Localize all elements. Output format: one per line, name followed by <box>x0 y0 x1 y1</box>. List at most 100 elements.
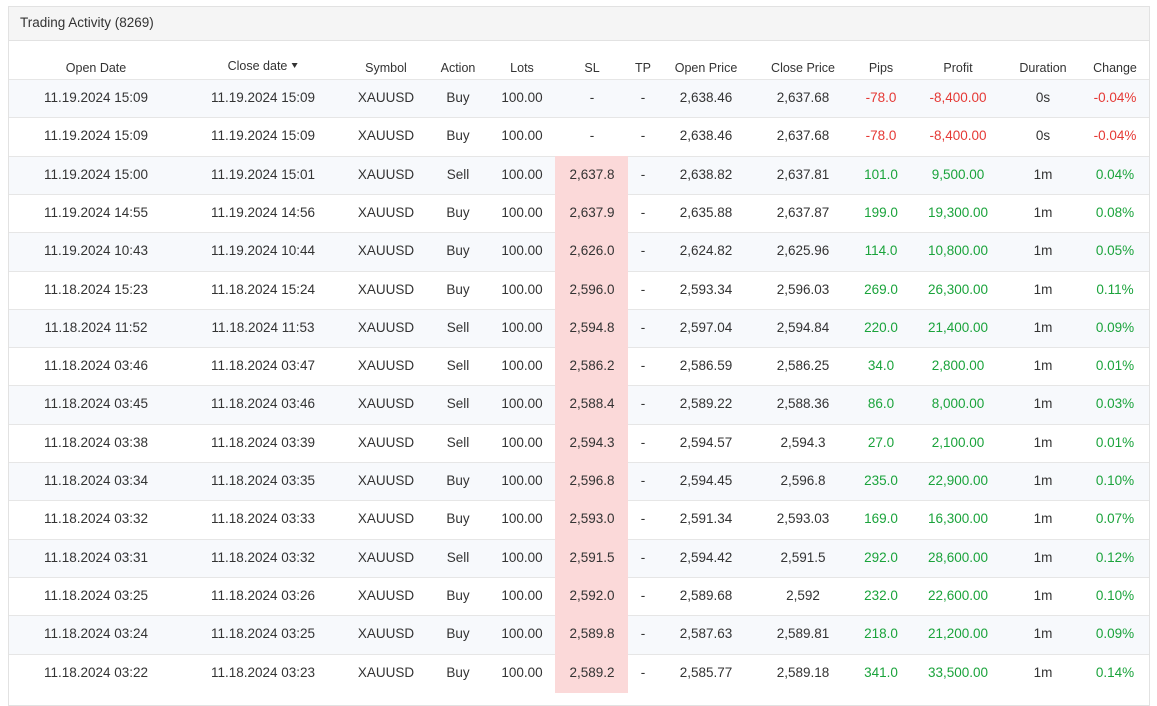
table-cell: 2,593.0 <box>569 511 615 527</box>
sl-highlight <box>555 653 628 693</box>
trading-activity-panel: Trading Activity (8269) Open Date Close d… <box>8 6 1150 706</box>
table-cell: 11.18.2024 03:33 <box>210 511 316 527</box>
table-cell: - <box>640 511 646 527</box>
table-cell: XAUUSD <box>357 473 415 488</box>
table-cell: 11.18.2024 03:38 <box>43 434 149 450</box>
table-row <box>9 79 1149 119</box>
table-cell: 0.01% <box>1095 434 1135 450</box>
table-cell: 0.04% <box>1095 166 1135 182</box>
table-cell: 1m <box>1033 281 1053 297</box>
table-cell: 100.00 <box>501 549 543 565</box>
table-cell: 86.0 <box>867 396 895 412</box>
column-header[interactable]: TP <box>635 61 651 75</box>
table-cell: 11.18.2024 03:47 <box>210 358 316 374</box>
table-cell: 100.00 <box>501 204 543 220</box>
column-header[interactable]: Close date <box>228 59 299 73</box>
table-cell: 2,589.81 <box>776 626 830 642</box>
column-header[interactable]: SL <box>584 61 600 75</box>
table-cell: 11.19.2024 14:55 <box>43 204 149 220</box>
table-cell: - <box>640 358 646 374</box>
table-cell: 33,500.00 <box>927 664 989 680</box>
sl-highlight <box>555 500 628 540</box>
table-cell: - <box>589 90 595 105</box>
sl-highlight <box>555 615 628 655</box>
table-cell: 2,594.42 <box>679 549 733 565</box>
column-header[interactable]: Duration <box>1019 61 1067 75</box>
table-cell: 2,637.8 <box>569 166 615 182</box>
column-header[interactable]: Close Price <box>771 61 835 75</box>
table-cell: 2,593.34 <box>679 281 733 297</box>
table-cell: 100.00 <box>501 434 543 450</box>
table-cell: XAUUSD <box>357 204 415 220</box>
table-cell: 1m <box>1033 473 1053 488</box>
table-cell: 11.18.2024 03:22 <box>43 664 149 680</box>
table-cell: 2,589.2 <box>569 664 615 680</box>
table-cell: 28,600.00 <box>927 549 989 565</box>
table-cell: 2,638.82 <box>679 166 733 182</box>
table-cell: XAUUSD <box>357 319 415 335</box>
table-cell: 0.09% <box>1095 319 1135 335</box>
table-cell: 2,588.36 <box>776 396 830 412</box>
table-cell: 2,597.04 <box>679 319 733 335</box>
table-cell: 2,585.77 <box>679 664 733 680</box>
table-cell: 1m <box>1033 396 1053 412</box>
table-cell: Buy <box>446 626 470 642</box>
table-cell: 232.0 <box>864 587 898 603</box>
table-cell: 2,586.59 <box>679 358 733 374</box>
table-cell: 11.18.2024 03:23 <box>210 664 316 680</box>
sl-highlight <box>555 270 628 310</box>
table-cell: 2,626.0 <box>569 243 615 259</box>
column-header[interactable]: Lots <box>510 61 534 75</box>
table-cell: - <box>640 281 646 297</box>
table-cell: 34.0 <box>867 358 895 374</box>
sl-highlight <box>555 193 628 234</box>
column-header[interactable]: Symbol <box>365 61 407 75</box>
table-cell: Buy <box>446 204 470 220</box>
table-cell: 11.18.2024 03:25 <box>210 626 316 642</box>
table-cell: 2,592.0 <box>569 587 615 603</box>
table-cell: - <box>640 90 646 105</box>
table-cell: 100.00 <box>501 587 543 603</box>
table-cell: XAUUSD <box>357 358 415 374</box>
table-cell: -8,400.00 <box>929 90 987 105</box>
sl-highlight <box>555 423 628 463</box>
table-cell: 11.18.2024 03:46 <box>210 396 316 412</box>
table-cell: - <box>640 243 646 259</box>
table-cell: 1m <box>1033 358 1053 374</box>
table-cell: XAUUSD <box>357 396 415 412</box>
table-cell: 2,637.68 <box>776 128 830 144</box>
column-header[interactable]: Pips <box>868 61 894 75</box>
column-header[interactable]: Change <box>1093 61 1137 75</box>
table-cell: - <box>640 626 646 642</box>
table-cell: Buy <box>446 281 470 297</box>
table-cell: XAUUSD <box>357 281 415 297</box>
column-header[interactable]: Action <box>440 61 476 75</box>
table-cell: - <box>640 204 646 220</box>
table-cell: 27.0 <box>867 434 895 450</box>
sort-icon <box>291 63 298 68</box>
table-cell: Buy <box>446 90 470 105</box>
table-cell: 218.0 <box>864 626 898 642</box>
table-cell: 0s <box>1035 90 1051 105</box>
table-cell: 19,300.00 <box>927 204 989 220</box>
table-cell: 2,637.9 <box>569 204 615 220</box>
table-cell: XAUUSD <box>357 587 415 603</box>
table-cell: Sell <box>446 549 470 565</box>
column-header[interactable]: Open Date <box>65 61 127 75</box>
table-cell: 2,596.0 <box>569 281 615 297</box>
table-cell: 11.19.2024 15:09 <box>210 90 316 105</box>
table-cell: 0s <box>1035 128 1051 144</box>
table-cell: 2,594.45 <box>679 473 733 488</box>
table-cell: 2,591.34 <box>679 511 733 527</box>
table-cell: Sell <box>446 166 470 182</box>
table-cell: 100.00 <box>501 473 543 488</box>
table-cell: 101.0 <box>864 166 898 182</box>
sl-highlight <box>555 155 628 195</box>
column-header[interactable]: Profit <box>943 61 973 75</box>
column-header[interactable]: Open Price <box>674 61 738 75</box>
table-cell: 11.18.2024 15:24 <box>210 281 316 297</box>
table-cell: 100.00 <box>501 626 543 642</box>
table-cell: 0.11% <box>1096 281 1134 297</box>
table-cell: 1m <box>1033 511 1053 527</box>
